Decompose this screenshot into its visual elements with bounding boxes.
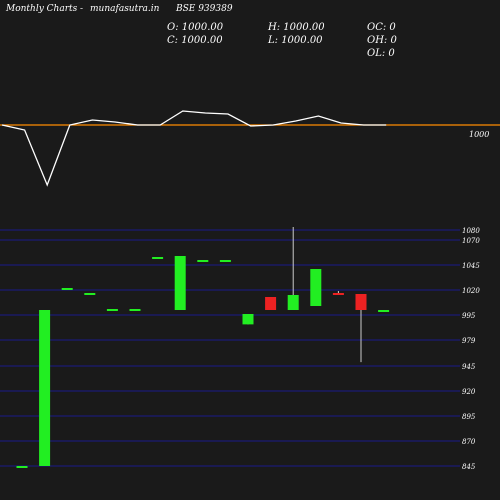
y-tick-label: 920 [462, 388, 476, 396]
candle-body [84, 293, 96, 295]
oc-value: OC: 0 [367, 22, 396, 33]
y-tick-label: 845 [462, 463, 476, 471]
candle-body [61, 288, 73, 290]
candle-body [106, 309, 118, 311]
y-tick-label: 870 [462, 438, 476, 446]
y-tick-label: 979 [462, 337, 476, 345]
close-value: C: 1000.00 [167, 35, 223, 46]
candle-body [129, 309, 141, 311]
site-name: munafasutra.in [90, 4, 160, 14]
chart-title: Monthly Charts [6, 4, 78, 14]
candle-body [174, 256, 186, 310]
candle-body [332, 293, 344, 295]
candle-body [197, 260, 209, 262]
high-value: H: 1000.00 [268, 22, 325, 33]
reference-label: 1000 [469, 130, 489, 139]
header-separator: - [80, 4, 84, 14]
candle-body [355, 294, 367, 310]
y-tick-label: 1045 [462, 262, 480, 270]
candle-body [152, 257, 164, 259]
y-tick-label: 1020 [462, 287, 480, 295]
low-value: L: 1000.00 [268, 35, 323, 46]
indicator-line [1, 110, 387, 187]
candle-body [378, 310, 390, 312]
candle-body [287, 295, 299, 310]
y-tick-label: 895 [462, 413, 476, 421]
oh-value: OH: 0 [367, 35, 397, 46]
y-tick-label: 945 [462, 363, 476, 371]
y-tick-label: 995 [462, 312, 476, 320]
y-tick-label: 1070 [462, 237, 480, 245]
ol-value: OL: 0 [367, 48, 395, 59]
y-tick-label: 1080 [462, 227, 480, 235]
candle-body [310, 269, 322, 306]
candle-body [242, 314, 254, 325]
candle-body [39, 310, 51, 466]
open-value: O: 1000.00 [167, 22, 224, 33]
candle-body [16, 466, 28, 468]
candle-body [265, 297, 277, 310]
candle-body [219, 260, 231, 262]
symbol-label: BSE 939389 [176, 4, 233, 14]
